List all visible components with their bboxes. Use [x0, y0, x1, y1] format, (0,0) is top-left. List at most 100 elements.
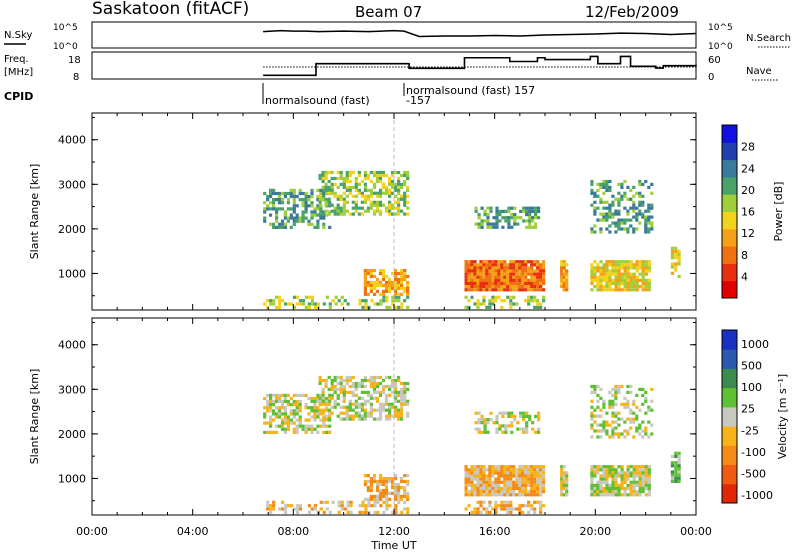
cell: [382, 299, 386, 303]
cell: [269, 201, 273, 205]
cell: [488, 480, 492, 484]
cell: [617, 490, 621, 494]
cell: [605, 185, 609, 189]
cell: [400, 194, 404, 198]
cell: [391, 485, 395, 490]
cell: [510, 421, 514, 425]
cell: [467, 269, 471, 273]
cell: [590, 288, 594, 292]
cell: [485, 263, 489, 267]
cell: [500, 266, 504, 270]
cell: [339, 206, 343, 210]
cell: [483, 421, 487, 425]
cell: [337, 510, 341, 514]
cell: [512, 507, 516, 511]
cell: [319, 393, 323, 397]
cell: [366, 194, 370, 198]
cell: [336, 209, 340, 213]
cell: [513, 216, 517, 220]
cell: [635, 227, 639, 231]
cell: [406, 173, 410, 178]
cell: [325, 399, 329, 404]
cell: [644, 429, 648, 433]
cell: [364, 507, 368, 511]
cell: [369, 494, 373, 498]
cell: [562, 480, 566, 484]
cell: [528, 219, 532, 223]
cell: [394, 387, 398, 391]
cell: [286, 216, 290, 220]
cell: [336, 194, 340, 198]
cell: [533, 285, 537, 289]
cell: [533, 269, 537, 273]
cell: [482, 465, 486, 469]
cell: [614, 420, 618, 424]
cell: [482, 295, 486, 299]
cell: [638, 263, 642, 267]
cell: [539, 465, 543, 469]
cell: [363, 176, 367, 181]
cell: [623, 420, 627, 424]
cell: [372, 408, 377, 412]
cell: [391, 510, 395, 514]
cell: [513, 206, 517, 210]
cell: [336, 414, 340, 418]
nsky-tick-high: 10^5: [53, 23, 78, 33]
cell: [650, 206, 654, 210]
cell: [641, 203, 645, 207]
cell: [307, 424, 311, 428]
cell: [644, 480, 648, 484]
cell: [406, 411, 410, 415]
cell: [647, 477, 651, 481]
cell: [670, 262, 674, 266]
cell: [491, 260, 495, 264]
cell: [485, 285, 489, 289]
cell: [542, 266, 546, 270]
cell: [476, 288, 480, 292]
x-tick-label: 00:00: [680, 525, 712, 538]
cell: [524, 278, 528, 282]
cell: [336, 396, 340, 400]
cell: [530, 465, 534, 469]
cell: [524, 477, 528, 481]
cell: [503, 278, 507, 282]
cell: [269, 302, 273, 306]
cell: [611, 402, 615, 406]
cell: [304, 418, 308, 422]
cell: [269, 299, 273, 303]
cell: [307, 406, 311, 410]
cell: [536, 260, 540, 264]
cell: [400, 396, 404, 400]
cell: [295, 216, 299, 220]
cell: [590, 490, 594, 494]
cell: [479, 468, 483, 472]
cell: [611, 272, 615, 276]
cell: [354, 411, 358, 415]
cell: [497, 493, 501, 497]
cell: [482, 285, 486, 289]
cell: [301, 393, 305, 397]
cell: [560, 465, 564, 469]
cell: [632, 215, 636, 219]
cell: [406, 402, 410, 406]
cell: [635, 465, 639, 469]
cell: [593, 420, 597, 424]
cell: [605, 411, 609, 415]
cell: [510, 206, 514, 210]
cell: [483, 213, 487, 217]
cell: [593, 285, 597, 289]
cell: [275, 210, 279, 214]
freq-tick-high: 18: [68, 55, 81, 66]
cell: [617, 465, 621, 469]
cell: [394, 283, 398, 288]
cell: [534, 209, 538, 213]
cell: [527, 490, 531, 494]
cell: [614, 426, 618, 430]
cell: [366, 272, 370, 276]
cell: [375, 396, 380, 400]
cell: [629, 275, 633, 279]
cell: [497, 480, 501, 484]
cell: [512, 288, 516, 292]
cell: [316, 424, 320, 428]
cell: [479, 278, 483, 282]
